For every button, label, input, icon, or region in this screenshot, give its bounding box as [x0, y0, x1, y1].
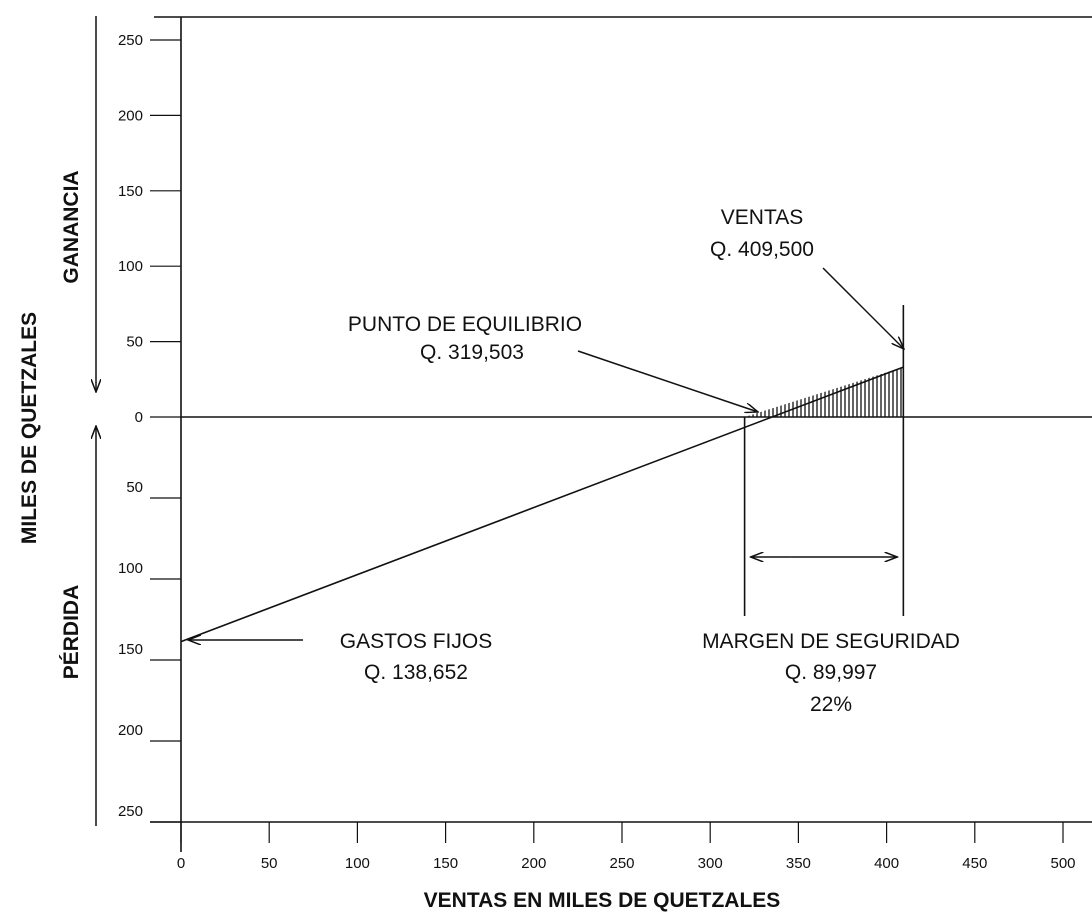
punto-equilibrio-leader-arrow	[577, 350, 758, 412]
annotation-punto-equilibrio: PUNTO DE EQUILIBRIO Q. 319,503	[348, 313, 582, 364]
y-tick-label: 200	[118, 722, 143, 739]
y-tick-label: 50	[126, 479, 143, 496]
y-tick-label: 250	[118, 803, 143, 820]
annotation-gastos-fijos-line2: Q. 138,652	[364, 661, 468, 684]
annotation-gastos-fijos-line1: GASTOS FIJOS	[340, 630, 492, 653]
y-tick-label: 0	[135, 409, 143, 426]
annotation-punto-equilibrio-line2: Q. 319,503	[420, 341, 524, 364]
profit-hatch-area	[744, 367, 904, 417]
x-tick-label: 400	[874, 855, 899, 872]
y-axis-ticks: 250 200 150 100 50 0 50 100 150 200 250	[118, 32, 181, 823]
y-tick-label: 200	[118, 107, 143, 124]
x-tick-label: 100	[345, 855, 370, 872]
x-tick-label: 50	[261, 855, 278, 872]
x-tick-label: 450	[962, 855, 987, 872]
plot-frame	[150, 16, 1092, 852]
ganancia-label: GANANCIA	[60, 170, 83, 283]
perdida-label: PÉRDIDA	[60, 585, 83, 680]
x-tick-label: 250	[609, 855, 634, 872]
profit-line	[180, 366, 904, 643]
y-tick-label: 150	[118, 183, 143, 200]
x-tick-label: 300	[698, 855, 723, 872]
y-tick-label: 150	[118, 641, 143, 658]
ventas-leader-arrow	[822, 267, 904, 349]
x-tick-label: 0	[177, 855, 185, 872]
x-tick-label: 150	[433, 855, 458, 872]
annotation-ventas-line1: VENTAS	[721, 206, 803, 229]
y-axis-title: MILES DE QUETZALES	[18, 312, 41, 544]
x-axis-title: VENTAS EN MILES DE QUETZALES	[424, 889, 781, 912]
annotation-ventas-line2: Q. 409,500	[710, 238, 814, 261]
annotation-margen-seguridad-line1: MARGEN DE SEGURIDAD	[702, 630, 960, 653]
y-tick-label: 100	[118, 560, 143, 577]
x-tick-label: 350	[786, 855, 811, 872]
annotation-ventas: VENTAS Q. 409,500	[710, 206, 814, 261]
y-tick-label: 100	[118, 258, 143, 275]
y-tick-label: 50	[126, 334, 143, 351]
x-axis-ticks: 0 50 100 150 200 250 300 350 400 450 500	[177, 822, 1076, 872]
y-tick-label: 250	[118, 32, 143, 49]
annotation-margen-seguridad: MARGEN DE SEGURIDAD Q. 89,997 22%	[702, 630, 960, 716]
annotation-punto-equilibrio-line1: PUNTO DE EQUILIBRIO	[348, 313, 582, 336]
annotation-margen-seguridad-line3: 22%	[810, 693, 852, 716]
annotation-gastos-fijos: GASTOS FIJOS Q. 138,652	[340, 630, 492, 684]
chart-marks	[180, 305, 905, 643]
x-tick-label: 200	[521, 855, 546, 872]
annotation-margen-seguridad-line2: Q. 89,997	[785, 661, 877, 684]
x-tick-label: 500	[1050, 855, 1075, 872]
